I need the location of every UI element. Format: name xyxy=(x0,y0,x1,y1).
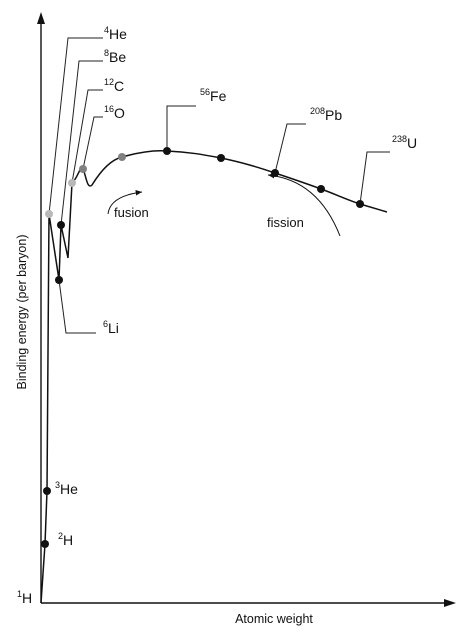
leader-line-8 xyxy=(60,60,103,226)
isotope-symbol: Fe xyxy=(210,88,227,104)
data-point-4he xyxy=(45,210,53,218)
y-axis-arrow-icon xyxy=(37,12,45,24)
isotope-symbol: C xyxy=(114,78,124,94)
leader-line-6 xyxy=(58,279,96,334)
leader-line-238 xyxy=(359,151,390,205)
leader-line-4 xyxy=(48,37,103,215)
data-point-3he xyxy=(43,487,51,495)
data-point-2h xyxy=(41,540,49,548)
isotope-symbol: He xyxy=(109,26,127,42)
fission-arrow-icon xyxy=(267,172,341,237)
isotope-mass-number: 56 xyxy=(200,87,210,97)
x-axis-arrow-icon xyxy=(444,599,456,607)
data-point-56fe xyxy=(163,147,171,155)
fusion-annotation: fusion xyxy=(114,205,149,220)
isotope-label-3he: 3He xyxy=(55,480,78,497)
isotope-label-238u: 238U xyxy=(392,134,417,151)
isotope-symbol: O xyxy=(114,105,125,121)
data-point-intermediate xyxy=(317,185,325,193)
isotope-mass-number: 3 xyxy=(55,480,60,490)
isotope-label-6li: 6Li xyxy=(103,319,119,336)
y-axis-label: Binding energy (per baryon) xyxy=(15,235,29,390)
isotope-mass-number: 12 xyxy=(104,77,114,87)
fission-annotation: fission xyxy=(267,215,304,230)
isotope-mass-number: 4 xyxy=(104,25,109,35)
label-leader-lines xyxy=(48,37,390,334)
leader-line-56 xyxy=(166,105,196,151)
isotope-mass-number: 208 xyxy=(310,106,325,116)
isotope-mass-number: 6 xyxy=(103,319,108,329)
data-point-intermediate xyxy=(217,154,225,162)
x-axis-label: Atomic weight xyxy=(235,612,313,626)
data-point-238u xyxy=(356,200,364,208)
isotope-mass-number: 2 xyxy=(58,531,63,541)
isotope-symbol: Be xyxy=(109,49,126,65)
data-point-16o xyxy=(79,165,87,173)
isotope-mass-number: 1 xyxy=(17,589,22,599)
isotope-symbol: He xyxy=(60,481,78,497)
isotope-label-16o: 16O xyxy=(104,104,125,121)
isotope-symbol: Pb xyxy=(325,107,342,123)
isotope-label-1h: 1H xyxy=(17,589,32,606)
isotope-label-8be: 8Be xyxy=(104,48,126,65)
isotope-label-4he: 4He xyxy=(104,25,127,42)
isotope-mass-number: 238 xyxy=(392,134,407,144)
fusion-arrow-icon xyxy=(107,190,143,215)
isotope-label-208pb: 208Pb xyxy=(310,106,342,123)
isotope-mass-number: 16 xyxy=(104,104,114,114)
data-point-8be xyxy=(57,221,65,229)
data-point-12c xyxy=(68,179,76,187)
isotope-symbol: U xyxy=(407,135,417,151)
isotope-symbol: Li xyxy=(108,320,119,336)
isotope-mass-number: 8 xyxy=(104,48,109,58)
data-point-6li xyxy=(55,276,63,284)
isotope-label-56fe: 56Fe xyxy=(200,87,227,104)
isotope-symbol: H xyxy=(63,532,73,548)
isotope-label-2h: 2H xyxy=(58,531,73,548)
leader-line-12 xyxy=(71,89,103,184)
isotope-label-12c: 12C xyxy=(104,77,124,94)
isotope-symbol: H xyxy=(22,590,32,606)
isotope-points xyxy=(41,147,364,548)
data-point-intermediate xyxy=(118,153,126,161)
binding-energy-curve xyxy=(40,150,388,604)
leader-line-208 xyxy=(274,123,306,174)
leader-line-16 xyxy=(82,116,103,170)
